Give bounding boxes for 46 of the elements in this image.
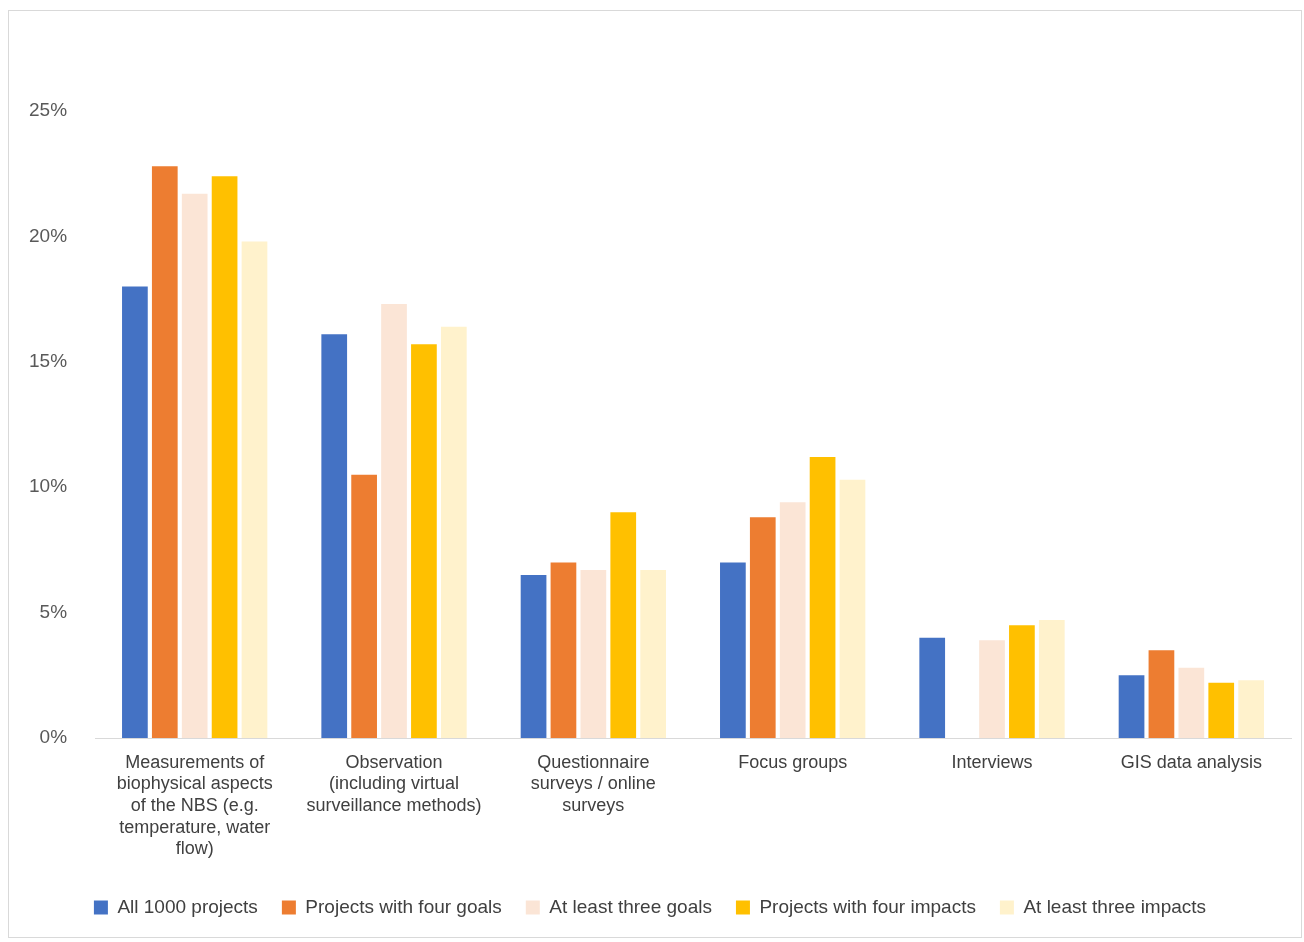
bar	[1178, 667, 1205, 738]
legend-label: Projects with four impacts	[759, 895, 976, 917]
bar	[1208, 682, 1235, 738]
bar	[839, 479, 866, 738]
y-tick-label: 5%	[39, 600, 68, 622]
bar	[211, 176, 238, 738]
bar	[1038, 620, 1065, 738]
y-tick-label: 10%	[29, 475, 68, 497]
x-tick-label: GIS data analysis	[1120, 751, 1262, 772]
bar	[610, 512, 637, 738]
bar	[1118, 675, 1145, 738]
bar	[351, 474, 377, 738]
bar	[1148, 650, 1175, 738]
bar	[1009, 625, 1035, 738]
bar	[550, 562, 577, 738]
x-tick-label: Focus groups	[738, 751, 848, 772]
bar	[749, 517, 776, 738]
legend-label: At least three goals	[549, 895, 712, 917]
bar	[779, 502, 806, 738]
bar	[122, 286, 148, 738]
y-tick-label: 15%	[29, 350, 68, 372]
legend-label: All 1000 projects	[117, 895, 258, 917]
bar	[919, 637, 946, 738]
x-tick-label: Measurements of biophysical aspects of the NBS (e.g. temperature, water flow)	[116, 751, 273, 859]
bar	[1238, 680, 1264, 738]
bar	[151, 166, 178, 738]
bar	[979, 640, 1005, 738]
x-tick-label: Observation (including virtual surveillance methods)	[306, 751, 482, 815]
bar	[580, 569, 607, 738]
y-tick-label: 25%	[29, 99, 68, 121]
x-tick-label: Interviews	[951, 751, 1033, 772]
legend-label: Projects with four goals	[305, 895, 502, 917]
y-tick-label: 20%	[29, 224, 68, 246]
bar	[381, 304, 407, 738]
bar	[520, 574, 547, 738]
bar	[809, 457, 836, 738]
bar	[411, 344, 437, 738]
legend-label: At least three impacts	[1023, 895, 1207, 917]
bar	[640, 569, 667, 738]
bar	[241, 241, 268, 738]
bar	[321, 334, 348, 738]
x-tick-label: Questionnaire surveys / online surveys	[530, 751, 656, 815]
bar	[720, 562, 746, 738]
bar	[440, 326, 467, 738]
y-tick-label: 0%	[39, 726, 68, 748]
bar	[181, 193, 208, 738]
